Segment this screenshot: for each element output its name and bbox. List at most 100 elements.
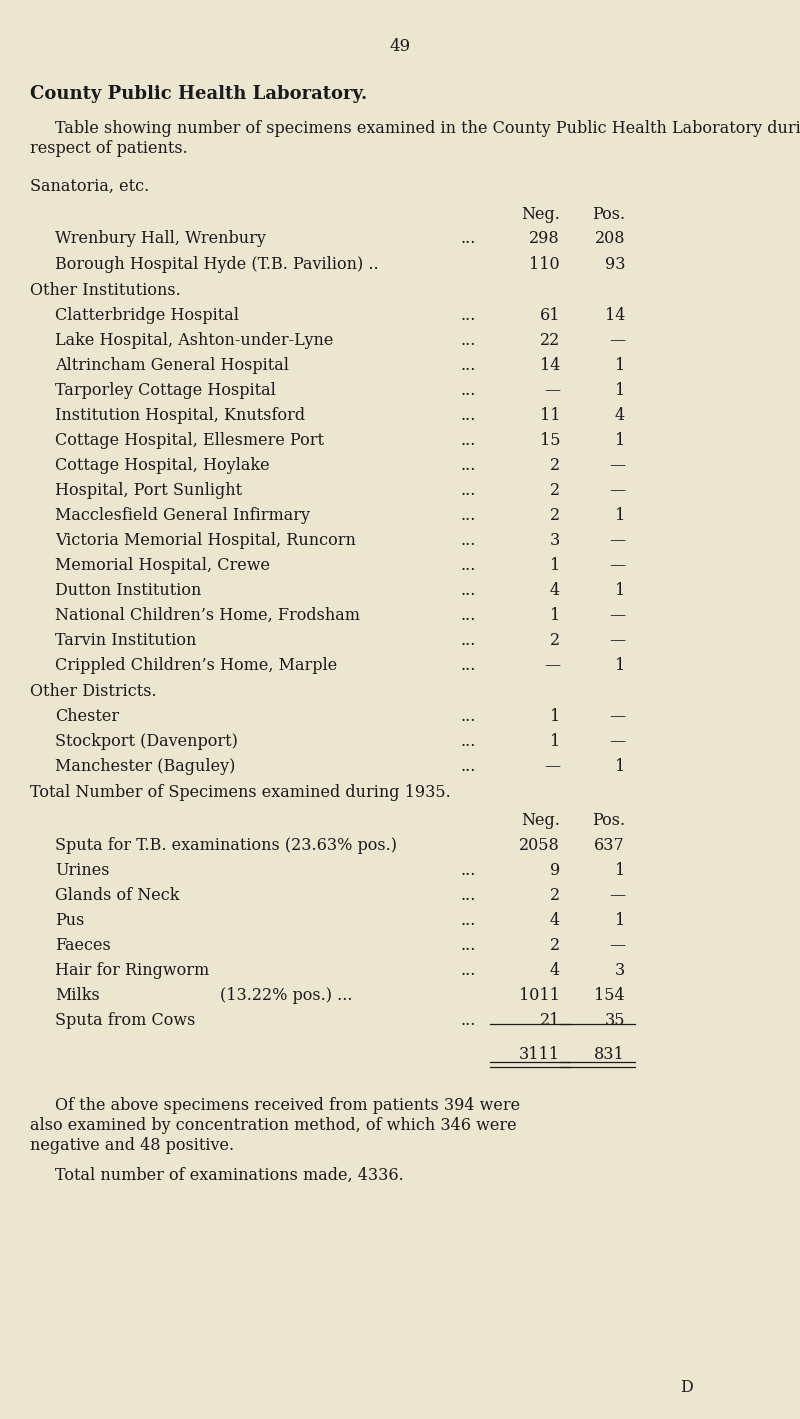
Text: 1: 1 xyxy=(550,708,560,725)
Text: ...: ... xyxy=(460,582,475,599)
Text: ...: ... xyxy=(460,758,475,775)
Text: Pos.: Pos. xyxy=(592,206,625,223)
Text: respect of patients.: respect of patients. xyxy=(30,140,188,158)
Text: 4: 4 xyxy=(550,582,560,599)
Text: ...: ... xyxy=(460,532,475,549)
Text: —: — xyxy=(609,708,625,725)
Text: Of the above specimens received from patients 394 were: Of the above specimens received from pat… xyxy=(55,1097,520,1114)
Text: 1: 1 xyxy=(550,558,560,575)
Text: 9: 9 xyxy=(550,861,560,878)
Text: Glands of Neck: Glands of Neck xyxy=(55,887,179,904)
Text: —: — xyxy=(609,734,625,751)
Text: 1: 1 xyxy=(614,382,625,399)
Text: 1: 1 xyxy=(614,358,625,375)
Text: 4: 4 xyxy=(615,407,625,424)
Text: Borough Hospital Hyde (T.B. Pavilion) ..: Borough Hospital Hyde (T.B. Pavilion) .. xyxy=(55,255,378,272)
Text: 1: 1 xyxy=(614,657,625,674)
Text: ...: ... xyxy=(460,962,475,979)
Text: ...: ... xyxy=(460,482,475,499)
Text: Institution Hospital, Knutsford: Institution Hospital, Knutsford xyxy=(55,407,305,424)
Text: Neg.: Neg. xyxy=(521,812,560,829)
Text: 2: 2 xyxy=(550,507,560,524)
Text: Sputa for T.B. examinations (23.63% pos.): Sputa for T.B. examinations (23.63% pos.… xyxy=(55,837,397,854)
Text: —: — xyxy=(609,607,625,624)
Text: 298: 298 xyxy=(530,230,560,247)
Text: 1: 1 xyxy=(550,607,560,624)
Text: Tarporley Cottage Hospital: Tarporley Cottage Hospital xyxy=(55,382,276,399)
Text: D: D xyxy=(680,1379,693,1396)
Text: 93: 93 xyxy=(605,255,625,272)
Text: Memorial Hospital, Crewe: Memorial Hospital, Crewe xyxy=(55,558,270,575)
Text: ...: ... xyxy=(460,358,475,375)
Text: —: — xyxy=(609,532,625,549)
Text: ...: ... xyxy=(460,912,475,929)
Text: ...: ... xyxy=(460,407,475,424)
Text: 110: 110 xyxy=(530,255,560,272)
Text: 2: 2 xyxy=(550,937,560,954)
Text: Wrenbury Hall, Wrenbury: Wrenbury Hall, Wrenbury xyxy=(55,230,266,247)
Text: Other Districts.: Other Districts. xyxy=(30,683,157,700)
Text: Manchester (Baguley): Manchester (Baguley) xyxy=(55,758,235,775)
Text: 208: 208 xyxy=(594,230,625,247)
Text: 11: 11 xyxy=(539,407,560,424)
Text: 2: 2 xyxy=(550,887,560,904)
Text: Neg.: Neg. xyxy=(521,206,560,223)
Text: 1011: 1011 xyxy=(519,988,560,1005)
Text: 1: 1 xyxy=(550,734,560,751)
Text: Lake Hospital, Ashton-under-Lyne: Lake Hospital, Ashton-under-Lyne xyxy=(55,332,334,349)
Text: ...: ... xyxy=(460,507,475,524)
Text: 3111: 3111 xyxy=(519,1046,560,1063)
Text: 4: 4 xyxy=(550,912,560,929)
Text: Victoria Memorial Hospital, Runcorn: Victoria Memorial Hospital, Runcorn xyxy=(55,532,356,549)
Text: 3: 3 xyxy=(614,962,625,979)
Text: 1: 1 xyxy=(614,431,625,448)
Text: National Children’s Home, Frodsham: National Children’s Home, Frodsham xyxy=(55,607,360,624)
Text: —: — xyxy=(609,332,625,349)
Text: Urines: Urines xyxy=(55,861,110,878)
Text: —: — xyxy=(609,558,625,575)
Text: Faeces: Faeces xyxy=(55,937,110,954)
Text: Chester: Chester xyxy=(55,708,119,725)
Text: 61: 61 xyxy=(539,307,560,324)
Text: 2: 2 xyxy=(550,482,560,499)
Text: (13.22% pos.) ...: (13.22% pos.) ... xyxy=(220,988,353,1005)
Text: Table showing number of specimens examined in the County Public Health Laborator: Table showing number of specimens examin… xyxy=(55,121,800,138)
Text: 2058: 2058 xyxy=(519,837,560,854)
Text: —: — xyxy=(609,631,625,648)
Text: —: — xyxy=(544,657,560,674)
Text: ...: ... xyxy=(460,937,475,954)
Text: ...: ... xyxy=(460,382,475,399)
Text: ...: ... xyxy=(460,230,475,247)
Text: Macclesfield General Infirmary: Macclesfield General Infirmary xyxy=(55,507,310,524)
Text: Total Number of Specimens examined during 1935.: Total Number of Specimens examined durin… xyxy=(30,785,450,800)
Text: 1: 1 xyxy=(614,758,625,775)
Text: ...: ... xyxy=(460,332,475,349)
Text: Tarvin Institution: Tarvin Institution xyxy=(55,631,196,648)
Text: negative and 48 positive.: negative and 48 positive. xyxy=(30,1137,234,1154)
Text: 35: 35 xyxy=(605,1012,625,1029)
Text: ...: ... xyxy=(460,861,475,878)
Text: 22: 22 xyxy=(540,332,560,349)
Text: Total number of examinations made, 4336.: Total number of examinations made, 4336. xyxy=(55,1166,404,1183)
Text: Other Institutions.: Other Institutions. xyxy=(30,282,181,299)
Text: ...: ... xyxy=(460,1012,475,1029)
Text: Cottage Hospital, Hoylake: Cottage Hospital, Hoylake xyxy=(55,457,270,474)
Text: ...: ... xyxy=(460,631,475,648)
Text: 21: 21 xyxy=(540,1012,560,1029)
Text: —: — xyxy=(544,758,560,775)
Text: 154: 154 xyxy=(594,988,625,1005)
Text: Sputa from Cows: Sputa from Cows xyxy=(55,1012,195,1029)
Text: 831: 831 xyxy=(594,1046,625,1063)
Text: ...: ... xyxy=(460,607,475,624)
Text: Sanatoria, etc.: Sanatoria, etc. xyxy=(30,177,150,194)
Text: 15: 15 xyxy=(539,431,560,448)
Text: Crippled Children’s Home, Marple: Crippled Children’s Home, Marple xyxy=(55,657,338,674)
Text: 4: 4 xyxy=(550,962,560,979)
Text: Pus: Pus xyxy=(55,912,84,929)
Text: Hospital, Port Sunlight: Hospital, Port Sunlight xyxy=(55,482,242,499)
Text: ...: ... xyxy=(460,558,475,575)
Text: ...: ... xyxy=(460,457,475,474)
Text: County Public Health Laboratory.: County Public Health Laboratory. xyxy=(30,85,367,104)
Text: Pos.: Pos. xyxy=(592,812,625,829)
Text: 49: 49 xyxy=(390,38,410,55)
